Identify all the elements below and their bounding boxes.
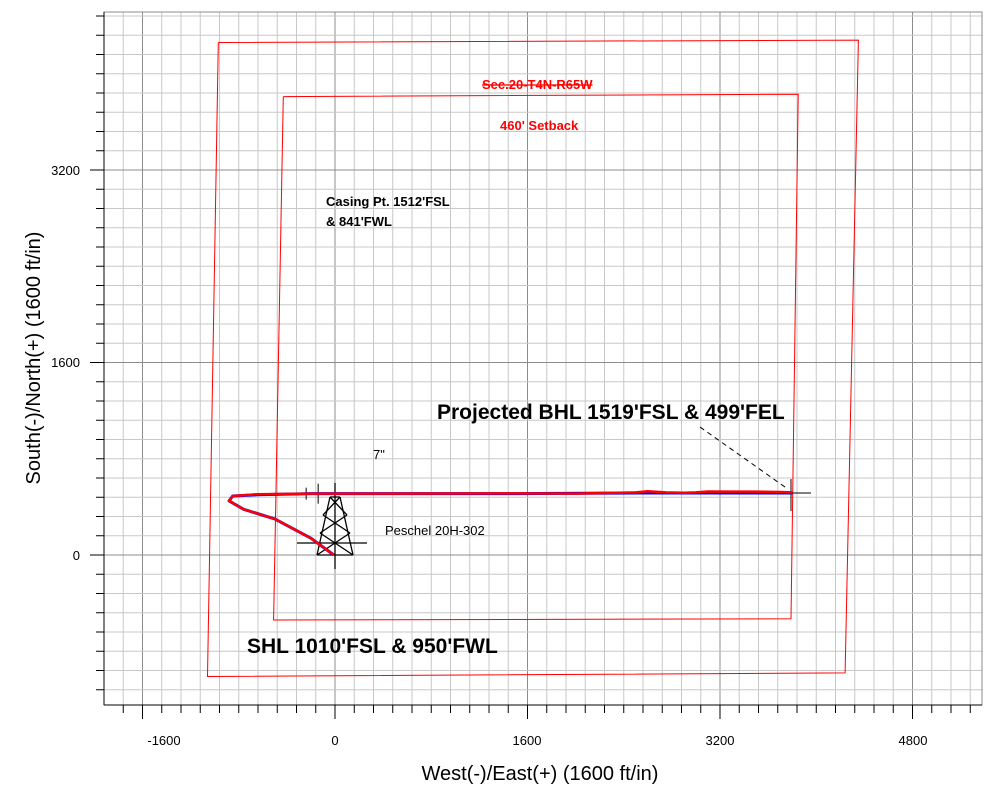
actual-well-path [227, 489, 793, 557]
y-axis-title: South(-)/North(+) (1600 ft/in) [23, 232, 45, 485]
section-boundary [206, 39, 859, 678]
setback-label: 460' Setback [500, 118, 579, 133]
well-paths [227, 489, 793, 557]
x-tick-label: 0 [331, 733, 338, 748]
y-tick-label: 1600 [51, 355, 80, 370]
y-tick-label: 0 [73, 548, 80, 563]
casing-point-label-line1: Casing Pt. 1512'FSL [326, 194, 450, 209]
rig-icon [297, 483, 367, 569]
plot-frame [103, 11, 983, 706]
section-label: Sec.20-T4N-R65W [482, 77, 593, 92]
casing-point-label-line2: & 841'FWL [326, 214, 392, 229]
x-axis-title: West(-)/East(+) (1600 ft/in) [422, 763, 659, 785]
tick-marks [90, 15, 971, 719]
setback-boundary [273, 93, 799, 621]
x-tick-label: 4800 [899, 733, 928, 748]
shl-label: SHL 1010'FSL & 950'FWL [247, 635, 498, 658]
x-tick-label: 3200 [706, 733, 735, 748]
x-tick-label: -1600 [147, 733, 180, 748]
axes [103, 12, 982, 706]
grid [103, 11, 983, 706]
well-name-label: Peschel 20H-302 [385, 523, 485, 538]
planned-well-path [227, 491, 793, 557]
bhl-label: Projected BHL 1519'FSL & 499'FEL [437, 401, 785, 424]
casing-size-label: 7" [373, 447, 385, 462]
x-tick-label: 1600 [513, 733, 542, 748]
casing-leader-line [324, 456, 376, 496]
lease-boundaries [206, 39, 859, 678]
bhl-marker [776, 479, 811, 512]
y-tick-label: 3200 [51, 163, 80, 178]
